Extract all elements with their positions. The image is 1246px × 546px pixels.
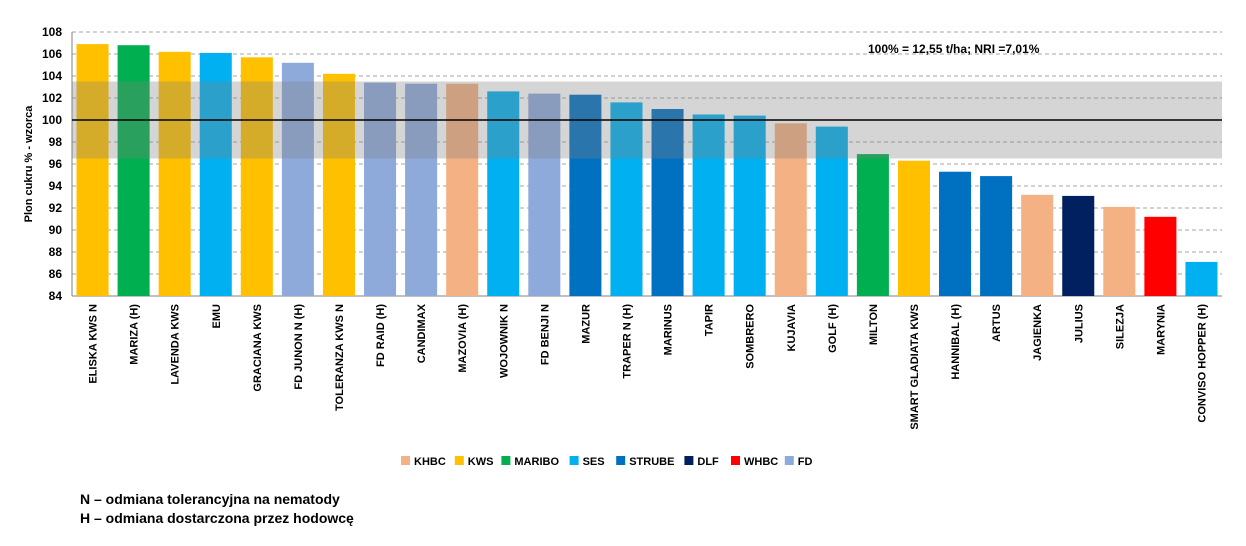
bar xyxy=(322,73,355,296)
category-label: FD JUNON N (H) xyxy=(293,304,305,390)
bar xyxy=(1062,195,1095,296)
y-tick-label: 106 xyxy=(42,47,62,61)
y-tick-label: 88 xyxy=(49,245,63,259)
category-label: MAZOVIA (H) xyxy=(457,304,469,373)
bar xyxy=(199,52,232,297)
category-label: ELISKA KWS N xyxy=(88,304,100,384)
category-label: TAPIR xyxy=(704,304,716,336)
legend-label: SES xyxy=(583,456,605,468)
bar xyxy=(774,123,807,296)
legend-swatch xyxy=(501,456,511,465)
footnotes: N – odmiana tolerancyjna na nematody H –… xyxy=(80,490,354,528)
y-tick-label: 92 xyxy=(49,201,63,215)
category-label: JAGIENKA xyxy=(1032,304,1044,361)
y-axis-title: Plon cukru % - wzorca xyxy=(23,105,35,223)
y-tick-label: 86 xyxy=(49,267,63,281)
category-label: SOMBRERO xyxy=(745,304,757,369)
y-tick-label: 104 xyxy=(42,69,62,83)
category-label: TOLERANZA KWS N xyxy=(334,304,346,411)
bar xyxy=(364,82,397,296)
bar xyxy=(651,109,684,296)
y-tick-label: 102 xyxy=(42,91,62,105)
bar xyxy=(733,115,766,296)
y-tick-label: 84 xyxy=(49,289,63,303)
legend-swatch xyxy=(731,456,740,465)
legend-label: MARIBO xyxy=(514,456,559,468)
category-label: FD BENJI N xyxy=(539,304,551,365)
legend-swatch xyxy=(569,456,579,465)
bar xyxy=(856,154,889,296)
legend-swatch xyxy=(454,456,464,465)
category-label: ARTUS xyxy=(991,304,1003,342)
category-label: MARIZA (H) xyxy=(129,304,141,365)
legend-label: FD xyxy=(798,456,813,468)
bar xyxy=(76,44,109,296)
footnote-nematode: N – odmiana tolerancyjna na nematody xyxy=(80,491,340,507)
category-label: GRACIANA KWS xyxy=(252,304,264,392)
bar xyxy=(692,114,725,296)
bar xyxy=(1021,194,1054,296)
legend-label: STRUBE xyxy=(629,456,674,468)
category-label: MARINUS xyxy=(663,304,675,355)
category-label: HANNIBAL (H) xyxy=(950,304,962,380)
legend-label: KHBC xyxy=(414,456,446,468)
legend-swatch xyxy=(784,456,794,465)
legend-swatch xyxy=(401,456,410,465)
bar xyxy=(405,83,438,296)
category-label: MARYNIA xyxy=(1155,304,1167,355)
y-tick-label: 98 xyxy=(49,135,63,149)
bar xyxy=(569,94,602,296)
category-label: WOJOWNIK N xyxy=(498,304,510,378)
legend-label: WHBC xyxy=(744,456,778,468)
category-label: FD RAID (H) xyxy=(375,304,387,367)
bar xyxy=(1185,261,1218,296)
annotation: 100% = 12,55 t/ha; NRI =7,01% xyxy=(868,42,1040,56)
bar xyxy=(610,102,643,297)
category-label: MAZUR xyxy=(580,304,592,344)
bar xyxy=(528,93,561,296)
category-label: SILEZJA xyxy=(1114,304,1126,349)
category-label: MILTON xyxy=(868,304,880,345)
category-label: TRAPER N (H) xyxy=(621,304,633,379)
bar xyxy=(446,83,479,296)
category-label: CANDIMAX xyxy=(416,303,428,363)
bar xyxy=(1144,216,1177,296)
bar xyxy=(240,57,273,296)
y-tick-label: 100 xyxy=(42,113,62,127)
bar xyxy=(117,45,150,297)
y-tick-label: 108 xyxy=(42,25,62,39)
y-tick-label: 96 xyxy=(49,157,63,171)
category-label: EMU xyxy=(211,304,223,329)
bar xyxy=(158,51,191,296)
y-tick-label: 90 xyxy=(49,223,63,237)
legend-label: KWS xyxy=(468,456,494,468)
category-label: GOLF (H) xyxy=(827,304,839,353)
category-label: CONVISO HOPPER (H) xyxy=(1196,304,1208,423)
category-label: KUJAVIA xyxy=(786,304,798,352)
bar xyxy=(281,62,314,296)
bar xyxy=(897,160,930,296)
category-label: LAVENDA KWS xyxy=(170,304,182,385)
legend-swatch xyxy=(616,456,626,465)
bar xyxy=(1103,206,1136,296)
category-label: JULIUS xyxy=(1073,304,1085,343)
category-label: SMART GLADIATA KWS xyxy=(909,304,921,430)
bar xyxy=(939,171,972,296)
bar xyxy=(487,91,520,297)
legend-label: DLF xyxy=(697,456,719,468)
legend-swatch xyxy=(684,456,694,465)
bar xyxy=(815,126,848,296)
bar xyxy=(980,176,1013,296)
footnote-breeder: H – odmiana dostarczona przez hodowcę xyxy=(80,510,354,526)
y-tick-label: 94 xyxy=(49,179,63,193)
